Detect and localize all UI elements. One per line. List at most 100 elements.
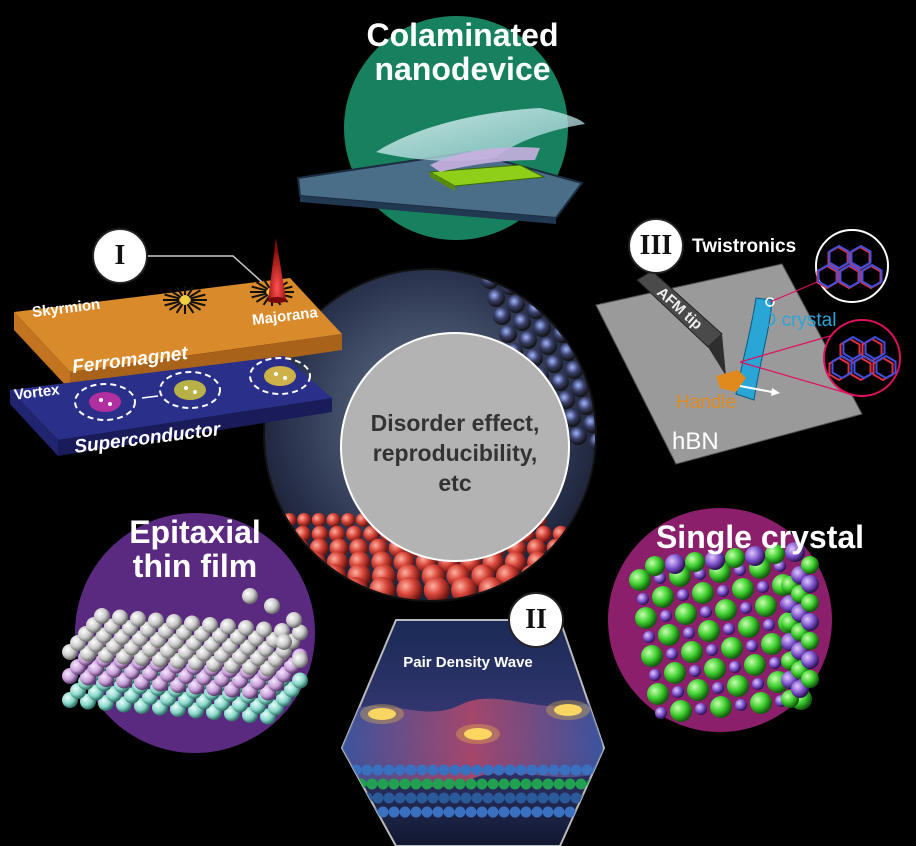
spin-arrow bbox=[186, 286, 195, 297]
pdw-atom bbox=[405, 792, 417, 804]
spin-arrow bbox=[251, 285, 267, 292]
atom bbox=[541, 289, 559, 307]
atom bbox=[314, 577, 341, 601]
atom bbox=[311, 513, 326, 527]
pdw-atom bbox=[493, 792, 505, 804]
pdw-atom bbox=[350, 792, 362, 804]
pdw-atom bbox=[421, 778, 433, 790]
atom bbox=[579, 349, 596, 367]
colaminated-line1: Colaminated bbox=[366, 17, 559, 53]
atom bbox=[591, 385, 596, 403]
hexagon bbox=[853, 354, 875, 380]
purple-atom bbox=[717, 585, 729, 597]
atom bbox=[563, 409, 581, 427]
atom bbox=[566, 538, 586, 558]
pdw-atom bbox=[443, 778, 455, 790]
purple-atom bbox=[666, 648, 678, 660]
pdw-atom bbox=[542, 778, 554, 790]
purple-atom bbox=[757, 581, 769, 593]
pdw-atom bbox=[570, 792, 582, 804]
atom bbox=[586, 538, 596, 558]
pair-density-wave-title: Pair Density Wave bbox=[403, 654, 533, 671]
film-atom bbox=[264, 598, 280, 614]
top-atom bbox=[725, 548, 745, 568]
purple-atom bbox=[689, 665, 701, 677]
colaminated-line2: nanodevice bbox=[374, 51, 551, 87]
atom bbox=[583, 415, 596, 433]
side-atom bbox=[801, 632, 819, 650]
pdw-atom bbox=[454, 806, 466, 818]
side-atom bbox=[801, 613, 819, 631]
pdw-atom bbox=[570, 764, 582, 776]
atom bbox=[520, 564, 545, 588]
pdw-atom bbox=[597, 806, 604, 818]
purple-atom bbox=[677, 589, 689, 601]
pdw-atom bbox=[383, 764, 395, 776]
atom bbox=[547, 307, 565, 325]
purple-atom bbox=[660, 610, 672, 622]
cooper-pair bbox=[554, 704, 582, 716]
spin-arrow bbox=[164, 293, 180, 300]
pdw-atom bbox=[597, 778, 604, 790]
atom bbox=[551, 373, 569, 391]
film-atom bbox=[276, 634, 292, 650]
film-atom bbox=[184, 615, 200, 632]
spin-arrow bbox=[164, 300, 180, 307]
pdw-atom bbox=[537, 764, 549, 776]
green-atom bbox=[721, 637, 743, 659]
panel-iii-illustration bbox=[595, 229, 901, 465]
atom bbox=[341, 513, 356, 527]
vortex-ring bbox=[159, 371, 221, 409]
atom bbox=[527, 301, 545, 319]
pdw-atom bbox=[581, 792, 593, 804]
twistronics-title: Twistronics bbox=[692, 236, 797, 257]
atom bbox=[519, 331, 537, 349]
pdw-atom bbox=[592, 792, 604, 804]
colaminated-illustration bbox=[296, 16, 585, 240]
atom bbox=[587, 577, 596, 601]
single-crystal-title: Single crystal bbox=[655, 519, 865, 555]
atom bbox=[561, 295, 579, 313]
atom bbox=[341, 577, 368, 601]
atom bbox=[609, 439, 627, 457]
atom bbox=[593, 551, 596, 573]
film-atom bbox=[220, 618, 236, 635]
pdw-atom bbox=[416, 764, 428, 776]
spin-arrow bbox=[190, 293, 206, 300]
pdw-atom bbox=[515, 792, 527, 804]
pdw-atom bbox=[454, 778, 466, 790]
purple-atom bbox=[649, 669, 661, 681]
purple-atom bbox=[752, 678, 764, 690]
pdw-atom bbox=[471, 792, 483, 804]
purple-atom bbox=[723, 623, 735, 635]
cooper-pair-glow bbox=[456, 724, 500, 744]
pdw-atom bbox=[355, 806, 367, 818]
green-atom bbox=[698, 620, 720, 642]
pdw-atom bbox=[344, 778, 356, 790]
atom bbox=[507, 295, 525, 313]
pdw-atom bbox=[498, 778, 510, 790]
purple-atom bbox=[683, 627, 695, 639]
panel-ii-illustration bbox=[340, 619, 606, 846]
spin-arrow bbox=[255, 281, 269, 291]
hexagon bbox=[864, 335, 886, 361]
pdw-atom bbox=[531, 806, 543, 818]
center-disc bbox=[340, 332, 570, 562]
atom bbox=[545, 355, 563, 373]
atom bbox=[573, 331, 591, 349]
film-atom bbox=[292, 672, 308, 689]
pdw-atom bbox=[531, 778, 543, 790]
atom bbox=[539, 337, 557, 355]
vortex-spin bbox=[99, 398, 103, 402]
pdw-atom bbox=[548, 764, 560, 776]
film-atom bbox=[94, 608, 110, 624]
purple-atom bbox=[769, 657, 781, 669]
atom bbox=[593, 337, 596, 355]
film-atom bbox=[112, 609, 128, 626]
atom bbox=[499, 325, 517, 343]
spin-arrow bbox=[262, 278, 271, 289]
cooper-pair-glow bbox=[546, 700, 590, 720]
pdw-atom bbox=[487, 778, 499, 790]
vortex-core bbox=[89, 392, 121, 412]
